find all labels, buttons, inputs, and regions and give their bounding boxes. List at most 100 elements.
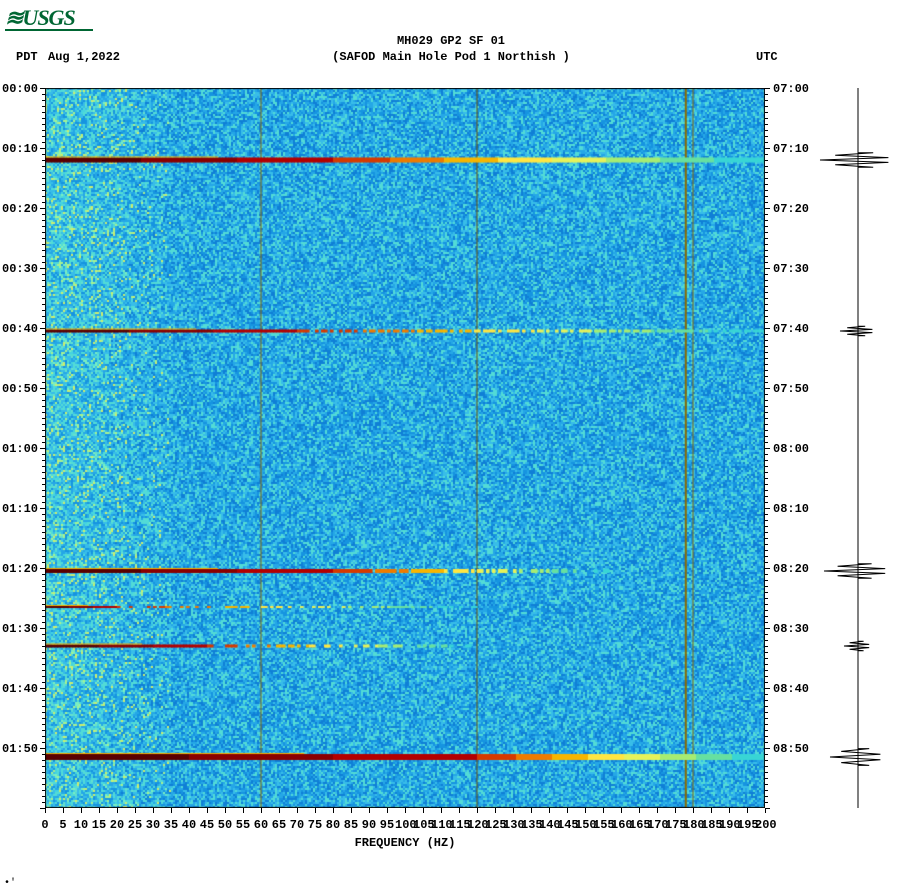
y-minor-tick-left bbox=[42, 124, 45, 125]
y-minor-tick-left bbox=[42, 538, 45, 539]
y-minor-tick-left bbox=[42, 730, 45, 731]
y-minor-tick-left bbox=[42, 496, 45, 497]
x-tick-label: 110 bbox=[431, 818, 451, 832]
y-minor-tick-right bbox=[765, 694, 768, 695]
y-minor-tick-right bbox=[765, 178, 768, 179]
x-major-tick bbox=[243, 808, 244, 813]
y-minor-tick-left bbox=[42, 556, 45, 557]
x-major-tick bbox=[81, 808, 82, 813]
y-minor-tick-right bbox=[765, 700, 768, 701]
y-minor-tick-right bbox=[765, 784, 768, 785]
y-minor-tick-left bbox=[42, 118, 45, 119]
y-minor-tick-right bbox=[765, 442, 768, 443]
y-minor-tick-right bbox=[765, 130, 768, 131]
x-tick-label: 60 bbox=[251, 818, 271, 832]
y-minor-tick-left bbox=[42, 736, 45, 737]
y-minor-tick-left bbox=[42, 610, 45, 611]
left-timezone-label: PDT bbox=[16, 50, 38, 64]
y-minor-tick-right bbox=[765, 664, 768, 665]
x-tick-label: 25 bbox=[125, 818, 145, 832]
y-major-tick-right bbox=[765, 628, 770, 629]
y-major-tick-right bbox=[765, 268, 770, 269]
y-minor-tick-right bbox=[765, 166, 768, 167]
y-minor-tick-left bbox=[42, 256, 45, 257]
y-minor-tick-right bbox=[765, 322, 768, 323]
x-tick-label: 80 bbox=[323, 818, 343, 832]
y-minor-tick-left bbox=[42, 640, 45, 641]
y-tick-label-left: 01:20 bbox=[2, 562, 47, 576]
y-minor-tick-right bbox=[765, 226, 768, 227]
y-minor-tick-right bbox=[765, 520, 768, 521]
x-major-tick bbox=[45, 808, 46, 813]
x-tick-label: 90 bbox=[359, 818, 379, 832]
seismogram-event bbox=[820, 153, 888, 167]
y-minor-tick-right bbox=[765, 184, 768, 185]
y-minor-tick-right bbox=[765, 238, 768, 239]
y-major-tick-right bbox=[765, 568, 770, 569]
x-tick-label: 140 bbox=[539, 818, 559, 832]
y-minor-tick-right bbox=[765, 172, 768, 173]
y-minor-tick-left bbox=[42, 436, 45, 437]
y-minor-tick-right bbox=[765, 562, 768, 563]
y-tick-label-right: 08:50 bbox=[773, 742, 823, 756]
y-minor-tick-left bbox=[42, 292, 45, 293]
x-major-tick bbox=[675, 808, 676, 813]
x-tick-label: 150 bbox=[575, 818, 595, 832]
y-minor-tick-right bbox=[765, 538, 768, 539]
y-minor-tick-right bbox=[765, 334, 768, 335]
x-major-tick bbox=[135, 808, 136, 813]
y-minor-tick-left bbox=[42, 370, 45, 371]
plot-title-line1: MH029 GP2 SF 01 bbox=[0, 34, 902, 48]
x-tick-label: 185 bbox=[701, 818, 721, 832]
y-minor-tick-right bbox=[765, 472, 768, 473]
y-minor-tick-right bbox=[765, 736, 768, 737]
x-tick-label: 115 bbox=[449, 818, 469, 832]
y-minor-tick-left bbox=[42, 112, 45, 113]
y-minor-tick-right bbox=[765, 124, 768, 125]
x-major-tick bbox=[315, 808, 316, 813]
date-label: Aug 1,2022 bbox=[48, 50, 120, 64]
x-major-tick bbox=[657, 808, 658, 813]
y-minor-tick-left bbox=[42, 466, 45, 467]
y-minor-tick-right bbox=[765, 724, 768, 725]
y-minor-tick-right bbox=[765, 484, 768, 485]
y-minor-tick-right bbox=[765, 286, 768, 287]
y-major-tick-right bbox=[765, 508, 770, 509]
y-minor-tick-right bbox=[765, 718, 768, 719]
usgs-logo: ≋USGS bbox=[5, 5, 95, 31]
x-tick-label: 130 bbox=[503, 818, 523, 832]
y-minor-tick-right bbox=[765, 772, 768, 773]
y-minor-tick-right bbox=[765, 454, 768, 455]
y-minor-tick-left bbox=[42, 802, 45, 803]
x-tick-label: 85 bbox=[341, 818, 361, 832]
y-minor-tick-right bbox=[765, 394, 768, 395]
y-minor-tick-right bbox=[765, 610, 768, 611]
y-tick-label-right: 08:20 bbox=[773, 562, 823, 576]
y-tick-label-left: 00:20 bbox=[2, 202, 47, 216]
y-minor-tick-left bbox=[42, 778, 45, 779]
y-minor-tick-left bbox=[42, 400, 45, 401]
y-minor-tick-right bbox=[765, 112, 768, 113]
y-minor-tick-left bbox=[42, 796, 45, 797]
y-minor-tick-left bbox=[42, 580, 45, 581]
y-minor-tick-left bbox=[42, 340, 45, 341]
x-major-tick bbox=[207, 808, 208, 813]
y-minor-tick-right bbox=[765, 604, 768, 605]
y-tick-label-left: 00:40 bbox=[2, 322, 47, 336]
y-minor-tick-left bbox=[42, 616, 45, 617]
spectrogram-canvas bbox=[45, 88, 765, 808]
usgs-logo-text: ≋USGS bbox=[5, 5, 75, 31]
y-major-tick-right bbox=[765, 328, 770, 329]
y-minor-tick-right bbox=[765, 340, 768, 341]
x-tick-label: 70 bbox=[287, 818, 307, 832]
y-minor-tick-right bbox=[765, 646, 768, 647]
x-major-tick bbox=[585, 808, 586, 813]
x-major-tick bbox=[477, 808, 478, 813]
y-minor-tick-left bbox=[42, 298, 45, 299]
x-major-tick bbox=[513, 808, 514, 813]
x-tick-label: 40 bbox=[179, 818, 199, 832]
y-minor-tick-right bbox=[765, 460, 768, 461]
y-tick-label-right: 08:40 bbox=[773, 682, 823, 696]
y-minor-tick-right bbox=[765, 244, 768, 245]
y-minor-tick-right bbox=[765, 382, 768, 383]
